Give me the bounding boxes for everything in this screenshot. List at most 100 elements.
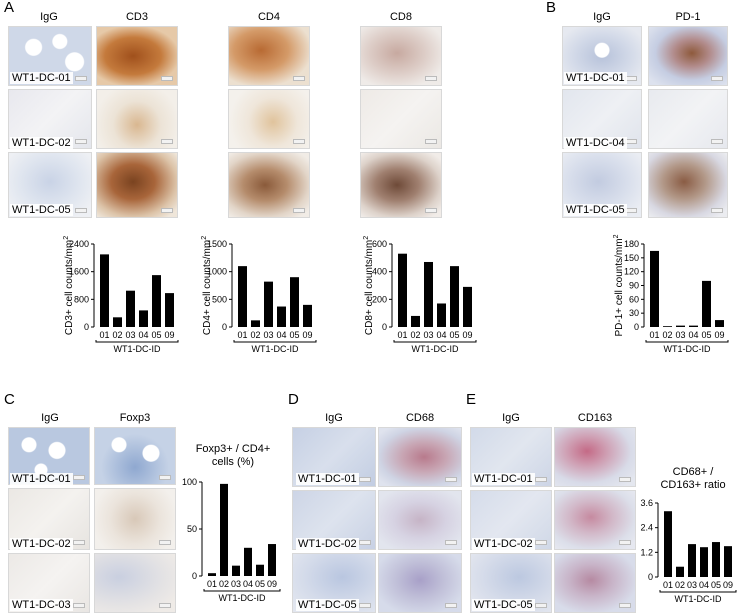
row-label-d-02: WT1-DC-02: [296, 538, 359, 550]
micrograph-d-cd68-02: [378, 490, 462, 550]
x-tick-label: 04: [436, 330, 446, 340]
bar-09: [463, 286, 472, 327]
y-axis-label: CD4+ cell counts/mm2: [201, 236, 213, 335]
x-tick-label: 03: [687, 580, 697, 590]
chart-title-ratio: CD68+ / CD163+ ratio: [648, 466, 738, 492]
bar-05: [450, 266, 459, 327]
x-tick-label: 02: [662, 330, 672, 340]
x-axis-label: WT1-DC-ID: [219, 593, 266, 603]
y-tick-label: 1000: [207, 267, 227, 277]
y-tick-label: 800: [74, 294, 89, 304]
y-tick-label: 200: [372, 294, 387, 304]
row-label-b-04: WT1-DC-04: [564, 137, 627, 149]
panel-letter-d: D: [288, 391, 299, 408]
bar-01: [650, 250, 659, 327]
bar-02: [663, 326, 672, 327]
micrograph-a-cd4-05: [228, 152, 310, 218]
micrograph-b-pd1-01: [648, 26, 728, 86]
x-tick-label: 01: [397, 330, 407, 340]
x-tick-label: 09: [267, 579, 277, 589]
row-label-d-05: WT1-DC-05: [296, 599, 359, 611]
micrograph-e-cd163-01: [554, 427, 636, 487]
micrograph-a-cd3-01: [96, 26, 178, 86]
x-tick-label: 01: [207, 579, 217, 589]
x-tick-label: 09: [302, 330, 312, 340]
x-tick-label: 03: [675, 330, 685, 340]
bar-04: [437, 303, 446, 327]
x-axis-label: WT1-DC-ID: [664, 344, 711, 354]
micrograph-a-cd8-02: [360, 89, 442, 149]
bar-09: [715, 320, 724, 327]
row-label-e-02: WT1-DC-02: [472, 538, 535, 550]
y-tick-label: 100: [182, 477, 197, 487]
y-axis-label: PD-1+ cell counts/mm2: [613, 234, 625, 336]
x-tick-label: 09: [164, 330, 174, 340]
x-tick-label: 05: [289, 330, 299, 340]
x-group-bracket: [233, 340, 317, 343]
row-label-c-02: WT1-DC-02: [10, 538, 73, 550]
x-axis-label: WT1-DC-ID: [675, 594, 722, 604]
bar-03: [676, 325, 685, 327]
column-header-e-igg: IgG: [502, 412, 520, 424]
y-tick-label: 1600: [69, 267, 89, 277]
bar-03: [126, 290, 135, 327]
bar-04: [689, 325, 698, 327]
x-group-bracket: [95, 340, 179, 343]
x-tick-label: 03: [423, 330, 433, 340]
y-tick-label: 0: [222, 322, 227, 332]
bar-04: [244, 547, 252, 576]
row-label-c-03: WT1-DC-03: [10, 599, 73, 611]
row-label-e-01: WT1-DC-01: [472, 473, 535, 485]
micrograph-a-cd8-05: [360, 152, 442, 218]
column-header-cd68: CD68: [405, 412, 435, 424]
y-axis-label: CD8+ cell counts/mm2: [363, 236, 375, 335]
bar-09: [724, 546, 732, 577]
chart-title-ratio-line-2: CD163+ ratio: [660, 479, 726, 491]
panel-letter-c: C: [4, 391, 15, 408]
column-header-cd3: CD3: [125, 11, 148, 23]
bar-03: [424, 261, 433, 327]
bar-04: [700, 547, 708, 577]
y-tick-label: 30: [629, 308, 639, 318]
micrograph-d-cd68-05: [378, 553, 462, 613]
x-tick-label: 04: [699, 580, 709, 590]
x-tick-label: 01: [663, 580, 673, 590]
x-tick-label: 02: [675, 580, 685, 590]
x-axis-label: WT1-DC-ID: [114, 344, 161, 354]
micrograph-c-foxp3-01: [94, 427, 176, 485]
micrograph-c-foxp3-02: [94, 488, 176, 550]
x-tick-label: 05: [701, 330, 711, 340]
column-header-cd163: CD163: [577, 412, 613, 424]
row-label-c-01: WT1-DC-01: [10, 473, 73, 485]
x-tick-label: 05: [711, 580, 721, 590]
bar-03: [264, 281, 273, 327]
x-tick-label: 02: [219, 579, 229, 589]
bar-02: [220, 483, 228, 576]
y-tick-label: 600: [372, 239, 387, 249]
micrograph-a-cd4-02: [228, 89, 310, 149]
x-tick-label: 05: [151, 330, 161, 340]
y-tick-label: 2.4: [640, 523, 653, 533]
y-tick-label: 1500: [207, 239, 227, 249]
micrograph-d-cd68-01: [378, 427, 462, 487]
x-tick-label: 05: [449, 330, 459, 340]
micrograph-a-cd4-01: [228, 26, 310, 86]
y-tick-label: 1.2: [640, 547, 653, 557]
x-tick-label: 03: [231, 579, 241, 589]
y-tick-label: 180: [624, 239, 639, 249]
column-header-c-igg: IgG: [41, 412, 59, 424]
x-axis-label: WT1-DC-ID: [412, 344, 459, 354]
x-tick-label: 01: [99, 330, 109, 340]
bar-05: [702, 280, 711, 327]
bar-05: [256, 564, 264, 576]
bar-02: [676, 566, 684, 577]
y-tick-label: 400: [372, 267, 387, 277]
panel-letter-b: B: [546, 0, 557, 16]
bar-09: [303, 304, 312, 327]
row-label-b-01: WT1-DC-01: [564, 72, 627, 84]
micrograph-b-pd1-05: [648, 152, 728, 218]
